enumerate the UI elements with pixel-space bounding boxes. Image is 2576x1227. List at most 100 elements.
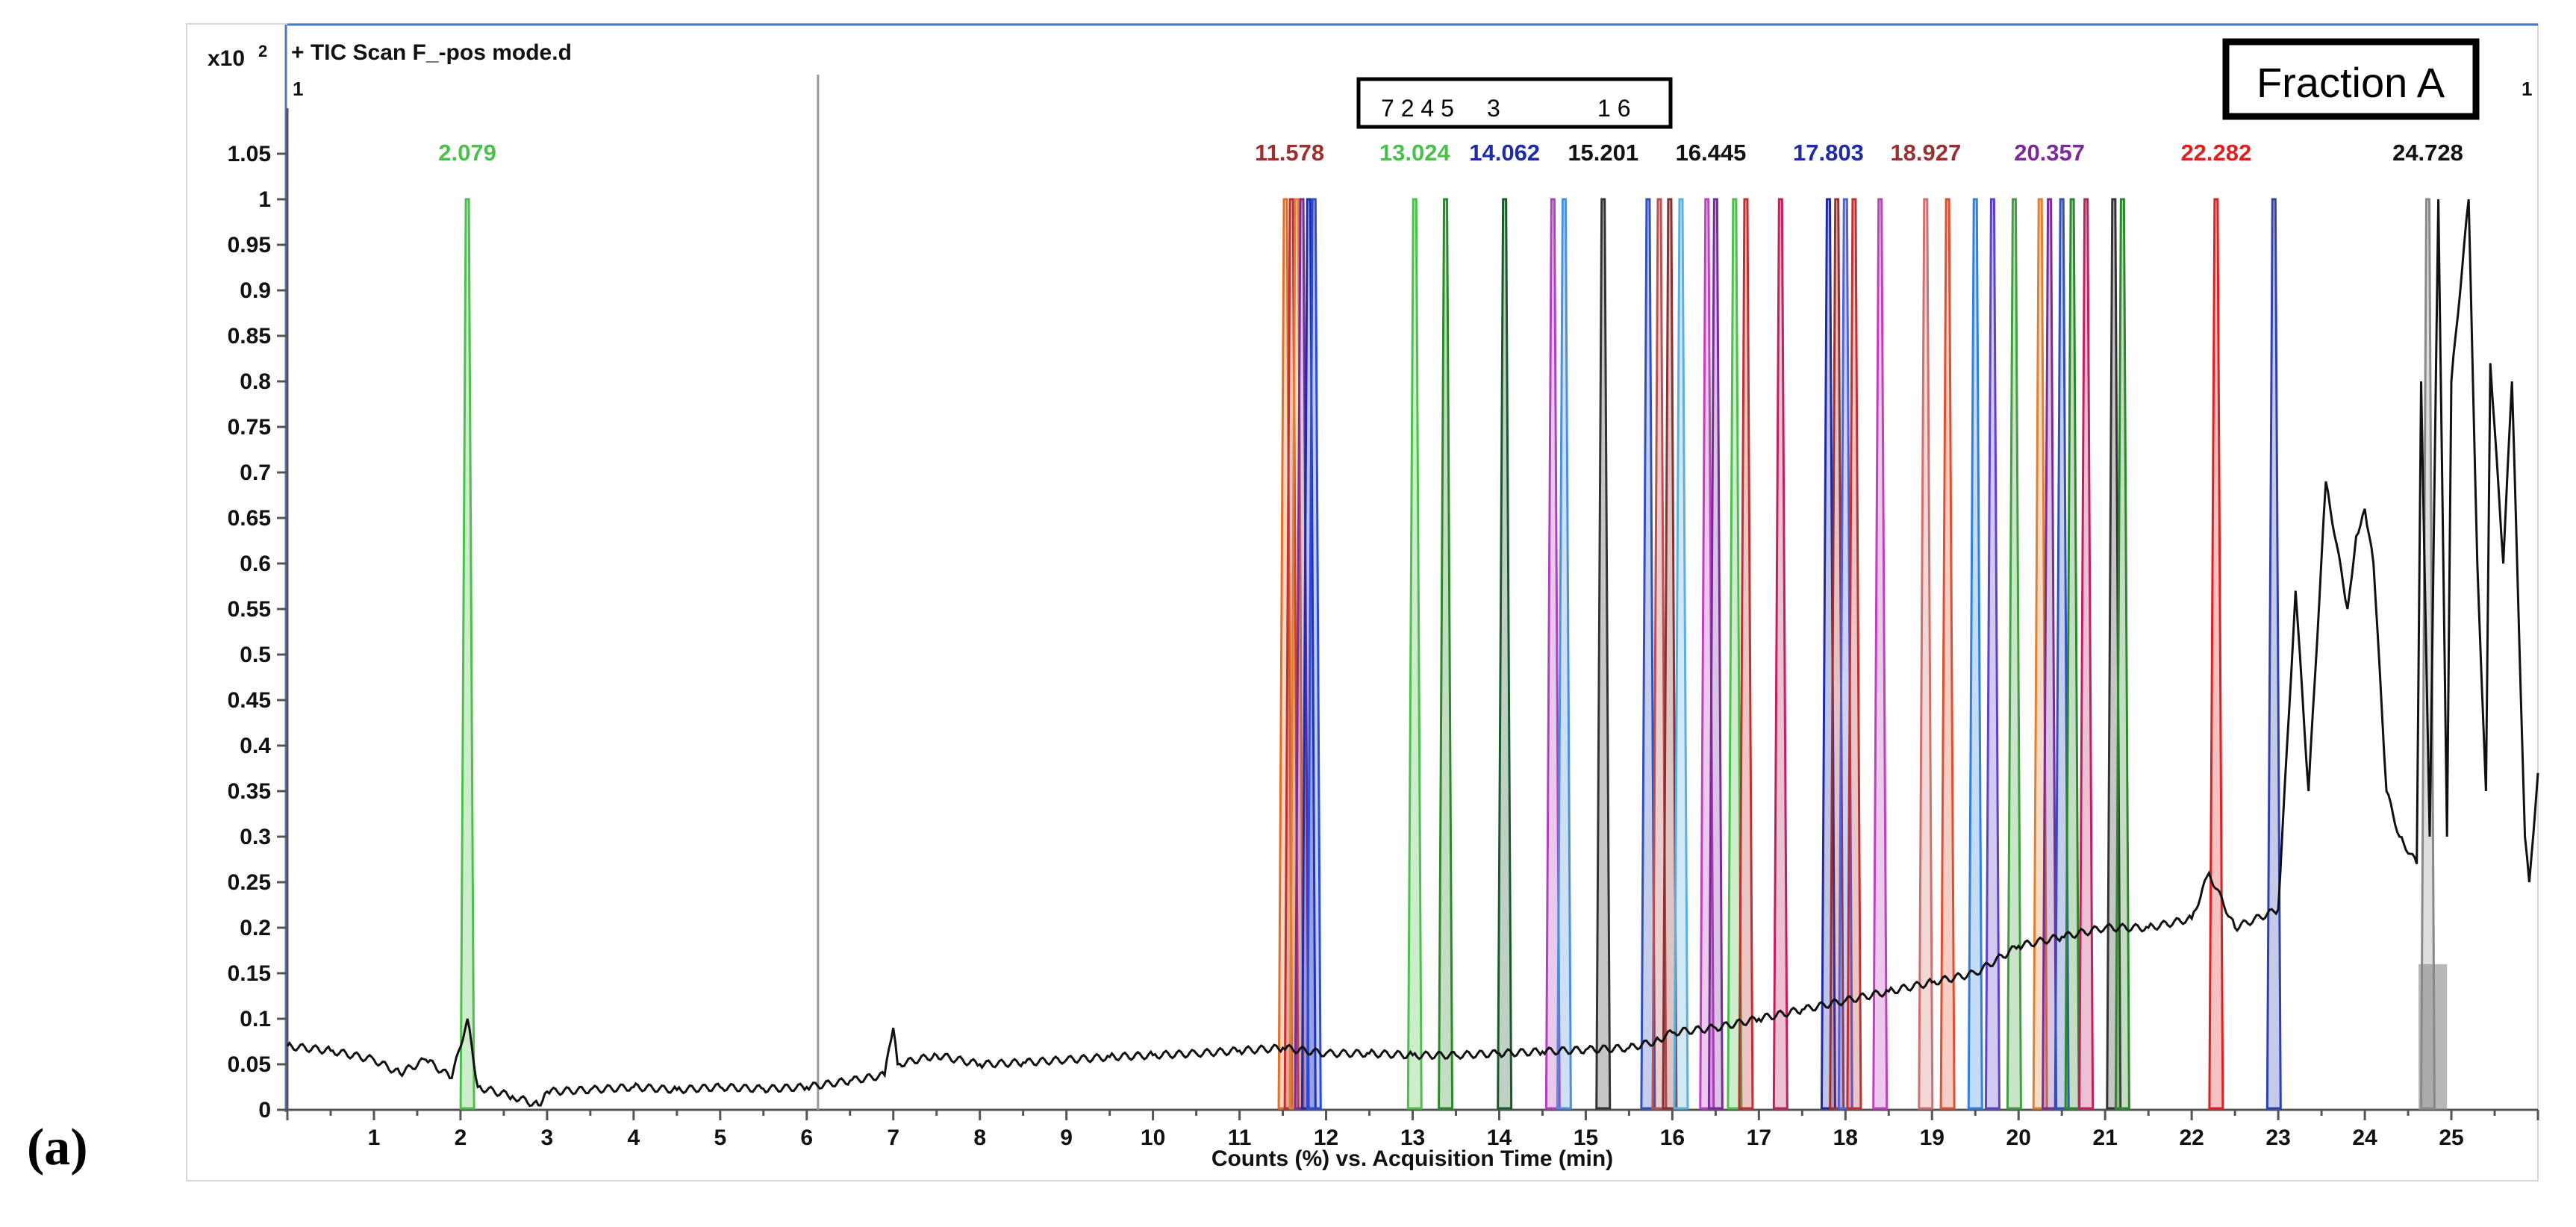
eic-peak bbox=[1306, 198, 1322, 1110]
corner-marker-right: 1 bbox=[2522, 78, 2532, 100]
y-tick-label: 0.05 bbox=[228, 1052, 271, 1077]
y-tick-label: 0.15 bbox=[228, 961, 271, 986]
x-tick-label: 25 bbox=[2439, 1125, 2463, 1150]
eic-peak bbox=[1662, 198, 1678, 1110]
fraction-label-box bbox=[2222, 38, 2480, 120]
x-tick-label: 15 bbox=[1574, 1125, 1598, 1150]
y-multiplier-exponent: 2 bbox=[258, 42, 267, 60]
y-tick-label: 0.7 bbox=[240, 460, 271, 485]
eic-peak bbox=[1939, 198, 1956, 1110]
eic-peak bbox=[2114, 198, 2130, 1110]
y-tick-label: 0.9 bbox=[240, 278, 271, 303]
eic-peak bbox=[1727, 198, 1743, 1110]
x-tick-label: 3 bbox=[541, 1125, 554, 1150]
peak-numbers-box bbox=[1356, 77, 1673, 129]
y-tick-label: 0.45 bbox=[228, 688, 271, 713]
eic-peak bbox=[1595, 198, 1612, 1110]
eic-peak bbox=[1673, 198, 1689, 1110]
x-tick-label: 17 bbox=[1747, 1125, 1771, 1150]
y-tick-label: 0.6 bbox=[240, 552, 271, 576]
x-tick-label: 7 bbox=[887, 1125, 899, 1150]
eic-peak bbox=[1967, 198, 1983, 1110]
x-tick-label: 10 bbox=[1141, 1125, 1165, 1150]
eic-peak bbox=[1984, 198, 2000, 1110]
peak-label-group: 2.079 11.578 13.024 14.062 15.201 16.445 17.80… bbox=[438, 140, 2463, 166]
eic-peak bbox=[2265, 198, 2282, 1110]
corner-marker-left: 1 bbox=[293, 78, 303, 100]
panel-label: (a) bbox=[27, 1119, 88, 1176]
x-tick-label: 20 bbox=[2006, 1125, 2031, 1150]
y-tick-label: 1.05 bbox=[228, 142, 271, 166]
peak-retention-label: 2.079 bbox=[438, 140, 496, 166]
y-tick-label: 0 bbox=[258, 1098, 271, 1123]
x-tick-label: 12 bbox=[1314, 1125, 1338, 1150]
chart-title: + TIC Scan F_-pos mode.d bbox=[291, 40, 572, 65]
x-tick-label: 23 bbox=[2265, 1125, 2290, 1150]
peak-retention-label: 18.927 bbox=[1890, 140, 1961, 166]
x-tick-label: 1 bbox=[368, 1125, 381, 1150]
y-tick-label: 0.95 bbox=[228, 233, 271, 257]
y-tick-label: 0.75 bbox=[228, 415, 271, 440]
eic-fill-block bbox=[2418, 964, 2448, 1110]
y-tick-group: 0 0.05 0.1 0.15 0.2 0.25 0.3 0.35 0.4 0.45 0.5 0.55… bbox=[228, 142, 287, 1123]
eic-peak bbox=[1738, 198, 1754, 1110]
x-tick-label: 6 bbox=[800, 1125, 813, 1150]
eic-peak bbox=[459, 198, 475, 1110]
y-tick-label: 0.55 bbox=[228, 597, 271, 622]
x-tick-label: 2 bbox=[455, 1125, 467, 1150]
eic-peak bbox=[1556, 198, 1572, 1110]
x-tick-label: 16 bbox=[1660, 1125, 1685, 1150]
y-tick-label: 0.85 bbox=[228, 324, 271, 349]
x-tick-label: 22 bbox=[2179, 1125, 2204, 1150]
eic-peak bbox=[1640, 198, 1656, 1110]
peak-retention-label: 22.282 bbox=[2180, 140, 2251, 166]
eic-peak bbox=[1544, 198, 1561, 1110]
eic-peak bbox=[2042, 198, 2058, 1110]
x-tick-label: 4 bbox=[628, 1125, 640, 1150]
peak-retention-label: 11.578 bbox=[1255, 140, 1324, 166]
eic-peak bbox=[1772, 198, 1788, 1110]
x-tick-label: 24 bbox=[2352, 1125, 2377, 1150]
eic-peak-group bbox=[459, 198, 2448, 1110]
eic-peak bbox=[1406, 198, 1423, 1110]
y-tick-label: 0.65 bbox=[228, 506, 271, 531]
peak-retention-label: 20.357 bbox=[2014, 140, 2085, 166]
eic-peak bbox=[2064, 198, 2080, 1110]
y-tick-label: 0.35 bbox=[228, 779, 271, 804]
y-tick-label: 0.8 bbox=[240, 369, 271, 394]
eic-peak bbox=[2006, 198, 2022, 1110]
peak-numbers-group-2: 3 bbox=[1487, 95, 1500, 122]
x-tick-label: 8 bbox=[973, 1125, 986, 1150]
fraction-label: Fraction A bbox=[2257, 59, 2445, 106]
x-tick-label: 21 bbox=[2093, 1125, 2118, 1150]
eic-peak bbox=[2078, 198, 2095, 1110]
peak-numbers-group-3: 1 6 bbox=[1597, 95, 1630, 122]
eic-peak bbox=[1846, 198, 1862, 1110]
y-tick-label: 0.3 bbox=[240, 825, 271, 849]
peak-retention-label: 24.728 bbox=[2392, 140, 2463, 166]
y-tick-label: 0.1 bbox=[240, 1007, 271, 1031]
plot-frame bbox=[186, 23, 2539, 1181]
y-tick-label: 0.25 bbox=[228, 870, 271, 895]
eic-peak bbox=[1918, 198, 1934, 1110]
x-tick-label: 9 bbox=[1060, 1125, 1073, 1150]
peak-retention-label: 15.201 bbox=[1568, 140, 1638, 166]
y-tick-label: 0.2 bbox=[240, 916, 271, 940]
x-tick-label: 19 bbox=[1920, 1125, 1945, 1150]
y-tick-label: 1 bbox=[258, 187, 271, 212]
x-tick-label: 14 bbox=[1487, 1125, 1512, 1150]
peak-retention-label: 16.445 bbox=[1676, 140, 1747, 166]
peak-retention-label: 13.024 bbox=[1379, 140, 1451, 166]
eic-peak bbox=[2053, 198, 2070, 1110]
tic-series-group bbox=[286, 199, 2539, 1108]
peak-retention-label: 17.803 bbox=[1793, 140, 1864, 166]
eic-peak bbox=[1497, 198, 1513, 1110]
x-tick-label: 5 bbox=[714, 1125, 726, 1150]
x-axis-label: Counts (%) vs. Acquisition Time (min) bbox=[1211, 1146, 1613, 1171]
y-tick-label: 0.5 bbox=[240, 643, 271, 667]
eic-peak bbox=[1438, 198, 1454, 1110]
y-multiplier: x10 bbox=[208, 46, 245, 71]
peak-retention-label: 14.062 bbox=[1469, 140, 1540, 166]
x-tick-label: 11 bbox=[1228, 1125, 1252, 1150]
